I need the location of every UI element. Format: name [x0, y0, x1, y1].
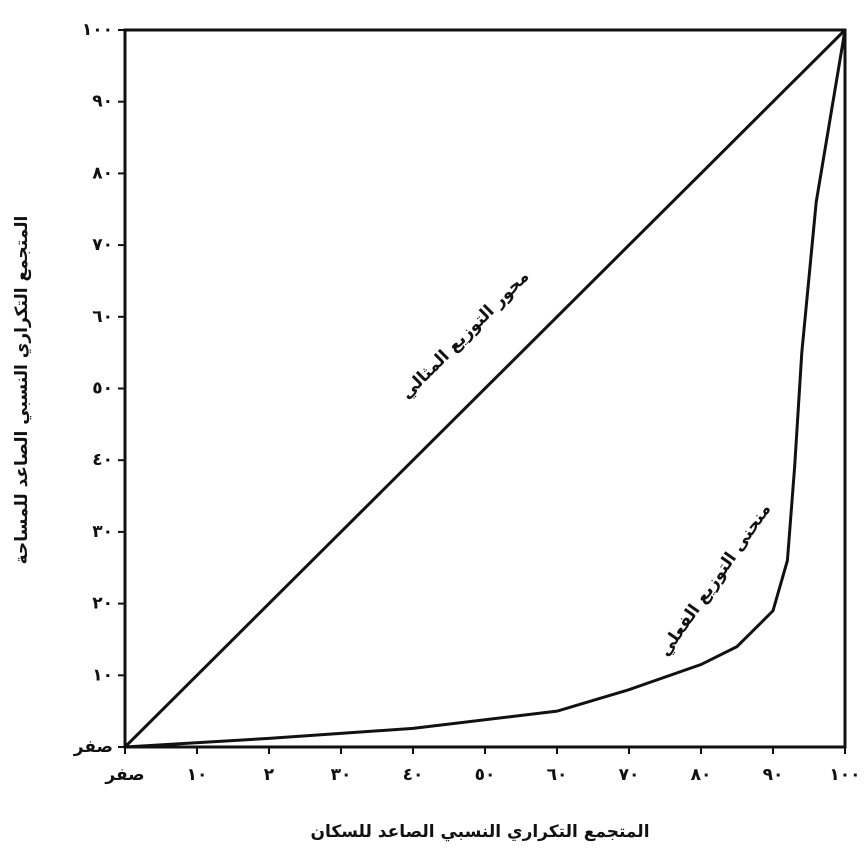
- y-tick-label: ١٠: [92, 665, 113, 685]
- y-tick-label: ١٠٠: [82, 20, 113, 40]
- x-tick-label: ٨٠: [691, 765, 712, 785]
- x-tick-label: ١٠٠: [829, 765, 860, 785]
- y-tick-label: ٦٠: [92, 307, 113, 327]
- y-tick-label: ٨٠: [92, 163, 113, 183]
- y-tick-label: ٢٠: [92, 594, 113, 614]
- y-tick-label: ٩٠: [92, 92, 113, 112]
- series-line: [123, 28, 847, 749]
- x-tick-label: ١٠: [187, 765, 208, 785]
- series-line: [124, 29, 847, 749]
- annotation: منحنى التوزيع الفعلي: [655, 500, 775, 660]
- x-tick-label: ٥٠: [475, 765, 496, 785]
- y-tick-label: ٣٠: [92, 522, 113, 542]
- x-axis-title: المتجمع التكراري النسبي الصاعد للسكان: [310, 822, 649, 842]
- y-axis-title: المتجمع التكراري النسبي الصاعد للمساحة: [12, 216, 32, 565]
- x-tick-label: ٣٠: [331, 765, 352, 785]
- x-tick-label: ٦٠: [547, 765, 568, 785]
- x-tick-label: ٩٠: [763, 765, 784, 785]
- x-tick-label: ٢: [264, 765, 275, 785]
- x-tick-label: ٤٠: [403, 765, 424, 785]
- annotation: محور التوزيع المثالي: [397, 267, 534, 404]
- y-tick-label: ٥٠: [92, 379, 113, 399]
- x-tick-label: صفر: [104, 765, 144, 785]
- y-tick-label: ٤٠: [92, 450, 113, 470]
- y-tick-label: ٧٠: [92, 235, 113, 255]
- y-tick-label: صفر: [73, 737, 113, 757]
- x-tick-label: ٧٠: [619, 765, 640, 785]
